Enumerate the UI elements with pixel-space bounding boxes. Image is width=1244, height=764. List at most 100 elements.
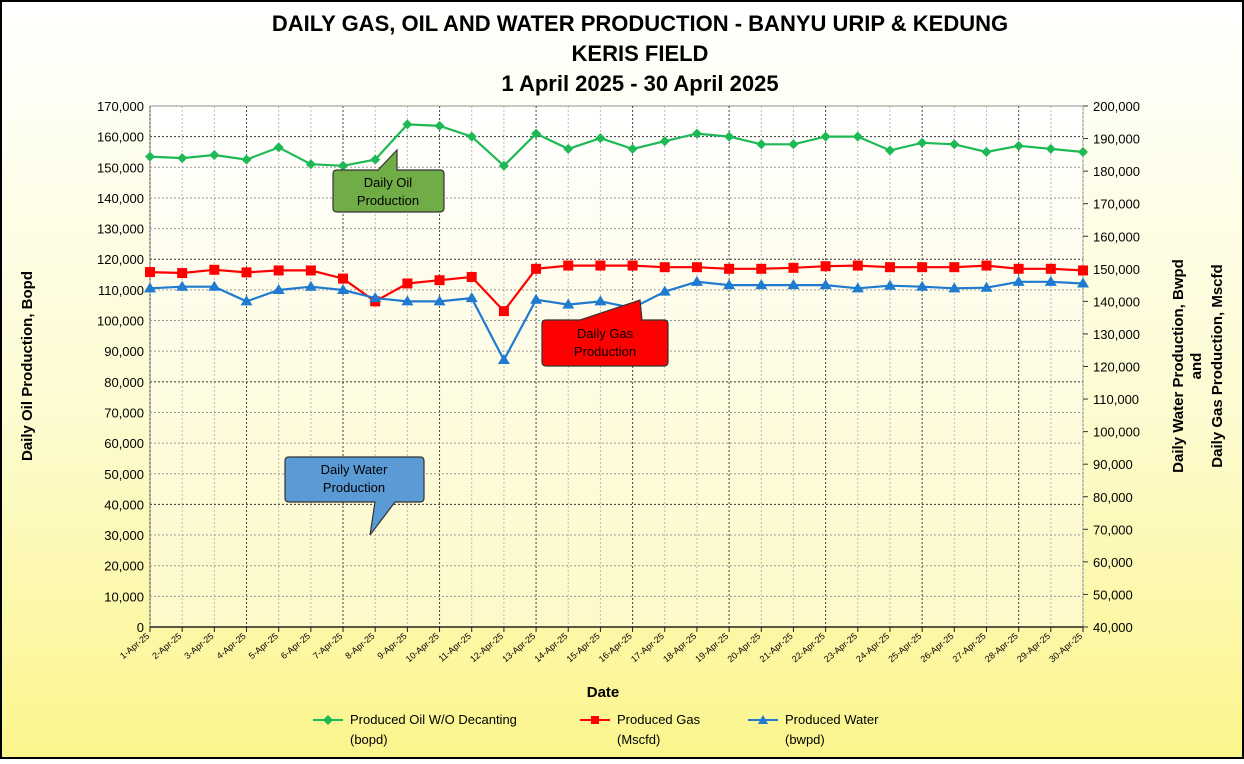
data-point <box>884 145 895 156</box>
gas-callout-line-1: Daily Gas <box>577 326 634 341</box>
data-point <box>370 154 381 165</box>
water-callout-line-2: Production <box>323 480 385 495</box>
right-tick-label: 200,000 <box>1093 99 1140 114</box>
right-tick-label: 80,000 <box>1093 490 1133 505</box>
title-line-2: KERIS FIELD <box>572 41 709 66</box>
legend-water-marker <box>758 715 768 724</box>
data-point <box>563 143 574 154</box>
data-point <box>1078 146 1088 157</box>
data-point <box>1012 275 1025 286</box>
series-line <box>149 123 1084 168</box>
series-2 <box>144 275 1089 364</box>
data-point <box>531 128 542 139</box>
data-point <box>820 131 831 142</box>
data-point <box>530 293 543 304</box>
data-point <box>723 279 736 290</box>
data-point <box>658 285 671 296</box>
gas-callout-line-2: Production <box>574 344 636 359</box>
left-tick-label: 140,000 <box>97 191 144 206</box>
legend-oil-unit: (bopd) <box>350 732 388 747</box>
chart-title: DAILY GAS, OIL AND WATER PRODUCTION - BA… <box>272 11 1008 96</box>
data-point <box>466 131 477 142</box>
data-point <box>497 353 510 364</box>
left-tick-label: 160,000 <box>97 130 144 145</box>
left-tick-label: 50,000 <box>104 467 144 482</box>
data-point <box>916 280 929 291</box>
data-point <box>595 260 606 271</box>
data-point <box>176 280 189 291</box>
data-point <box>1013 263 1024 274</box>
data-point <box>852 131 863 142</box>
right-tick-label: 140,000 <box>1093 294 1140 309</box>
data-point <box>145 151 155 162</box>
data-point <box>240 295 253 306</box>
data-point <box>498 306 509 317</box>
data-point <box>466 271 477 282</box>
right-axis-ticks: 40,000 50,000 60,000 70,000 80,000 90,000 100,… <box>1083 99 1140 635</box>
data-point <box>756 263 767 274</box>
left-tick-label: 20,000 <box>104 559 144 574</box>
data-point <box>851 282 864 293</box>
left-tick-label: 30,000 <box>104 528 144 543</box>
data-point <box>949 262 960 273</box>
right-tick-label: 160,000 <box>1093 229 1140 244</box>
left-axis-ticks: 0 10,000 20,000 30,000 40,000 50,000 60,000 70,… <box>97 99 144 635</box>
right-axis-label-3: Daily Gas Production, Mscfd <box>1209 264 1226 467</box>
left-tick-label: 170,000 <box>97 99 144 114</box>
legend-gas-unit: (Mscfd) <box>617 732 660 747</box>
right-tick-label: 110,000 <box>1093 392 1139 407</box>
data-point <box>1045 263 1056 274</box>
right-tick-label: 40,000 <box>1093 620 1133 635</box>
left-tick-label: 10,000 <box>104 589 144 604</box>
data-point <box>1013 140 1024 151</box>
data-point <box>981 260 992 271</box>
data-point <box>627 260 638 271</box>
data-point <box>820 261 831 272</box>
data-point <box>755 279 768 290</box>
data-point <box>917 137 928 148</box>
left-tick-label: 120,000 <box>97 252 144 267</box>
left-tick-label: 100,000 <box>97 314 144 329</box>
data-point <box>465 292 478 303</box>
data-point <box>819 279 832 290</box>
data-point <box>1077 277 1089 288</box>
data-point <box>402 119 413 130</box>
data-point <box>595 133 606 144</box>
data-point <box>756 139 767 150</box>
data-point <box>338 273 349 284</box>
right-tick-label: 170,000 <box>1093 197 1140 212</box>
series-1 <box>145 260 1088 317</box>
title-line-1: DAILY GAS, OIL AND WATER PRODUCTION - BA… <box>272 11 1008 36</box>
data-point <box>209 264 220 275</box>
right-tick-label: 180,000 <box>1093 164 1140 179</box>
right-tick-label: 50,000 <box>1093 587 1133 602</box>
data-point <box>594 295 607 306</box>
data-point <box>531 263 542 274</box>
data-point <box>659 136 670 147</box>
data-point <box>949 139 960 150</box>
data-point <box>305 265 316 276</box>
data-point <box>562 298 575 309</box>
data-point <box>980 281 993 292</box>
water-callout-line-1: Daily Water <box>321 462 388 477</box>
right-tick-label: 120,000 <box>1093 360 1140 375</box>
data-point <box>177 268 188 279</box>
legend-oil-marker <box>323 715 333 725</box>
legend-item-gas: Produced Gas (Mscfd) <box>580 712 701 747</box>
right-tick-label: 130,000 <box>1093 327 1140 342</box>
data-point <box>883 279 896 290</box>
series-line <box>149 264 1084 313</box>
series-0 <box>145 119 1088 171</box>
data-point <box>691 128 702 139</box>
data-point <box>337 283 350 294</box>
x-axis-label: Date <box>587 684 620 701</box>
right-axis-label-1: Daily Water Production, Bwpd <box>1170 259 1187 473</box>
left-axis-label: Daily Oil Production, Bopd <box>19 271 36 461</box>
data-point <box>208 280 221 291</box>
water-callout: Daily Water Production <box>284 456 425 536</box>
data-point <box>209 150 220 161</box>
right-tick-label: 190,000 <box>1093 132 1140 147</box>
data-point <box>788 139 799 150</box>
data-point <box>1078 265 1088 276</box>
right-tick-label: 70,000 <box>1093 522 1133 537</box>
